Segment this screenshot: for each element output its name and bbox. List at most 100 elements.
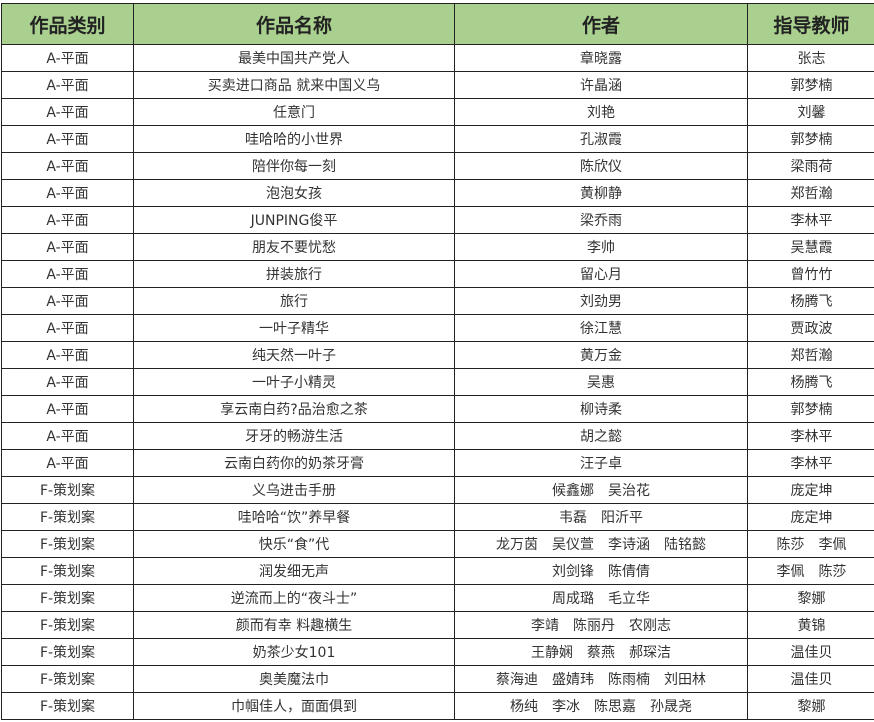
cell-title: 一叶子精华 <box>133 314 455 342</box>
cell-category: F-策划案 <box>1 584 134 612</box>
cell-advisor: 郭梦楠 <box>747 71 874 99</box>
table-row: A-平面 最美中国共产党人 章晓露 张志 <box>1 44 874 72</box>
cell-title: 旅行 <box>133 287 455 315</box>
table-row: A-平面 JUNPING俊平 梁乔雨 李林平 <box>1 206 874 234</box>
table-row: A-平面 泡泡女孩 黄柳静 郑哲瀚 <box>1 179 874 207</box>
cell-title: 快乐“食”代 <box>133 530 455 558</box>
cell-advisor: 李林平 <box>747 422 874 450</box>
cell-advisor: 黄锦 <box>747 611 874 639</box>
table-row: A-平面 牙牙的畅游生活 胡之懿 李林平 <box>1 422 874 450</box>
cell-advisor: 陈莎 李佩 <box>747 530 874 558</box>
cell-category: A-平面 <box>1 206 134 234</box>
table-row: A-平面 一叶子精华 徐江慧 贾政波 <box>1 314 874 342</box>
cell-category: A-平面 <box>1 152 134 180</box>
cell-advisor: 刘馨 <box>747 98 874 126</box>
cell-title: 一叶子小精灵 <box>133 368 455 396</box>
cell-title: 任意门 <box>133 98 455 126</box>
table-row: A-平面 拼装旅行 留心月 曾竹竹 <box>1 260 874 288</box>
cell-advisor: 曾竹竹 <box>747 260 874 288</box>
cell-category: A-平面 <box>1 422 134 450</box>
cell-author: 刘剑锋 陈倩倩 <box>454 557 748 585</box>
cell-title: 义乌进击手册 <box>133 476 455 504</box>
cell-title: 巾帼佳人，面面俱到 <box>133 692 455 720</box>
cell-category: F-策划案 <box>1 476 134 504</box>
cell-category: F-策划案 <box>1 692 134 720</box>
cell-category: F-策划案 <box>1 665 134 693</box>
cell-advisor: 温佳贝 <box>747 665 874 693</box>
cell-title: 纯天然一叶子 <box>133 341 455 369</box>
cell-category: A-平面 <box>1 98 134 126</box>
cell-advisor: 郭梦楠 <box>747 125 874 153</box>
cell-advisor: 李佩 陈莎 <box>747 557 874 585</box>
cell-category: A-平面 <box>1 260 134 288</box>
cell-category: F-策划案 <box>1 503 134 531</box>
cell-title: 颜而有幸 料趣横生 <box>133 611 455 639</box>
cell-author: 周成璐 毛立华 <box>454 584 748 612</box>
header-title: 作品名称 <box>133 3 455 45</box>
cell-category: A-平面 <box>1 341 134 369</box>
header-category: 作品类别 <box>1 3 134 45</box>
cell-author: 梁乔雨 <box>454 206 748 234</box>
table-row: A-平面 哇哈哈的小世界 孔淑霞 郭梦楠 <box>1 125 874 153</box>
header-row: 作品类别 作品名称 作者 指导教师 <box>1 3 874 45</box>
cell-advisor: 杨腾飞 <box>747 368 874 396</box>
cell-category: A-平面 <box>1 179 134 207</box>
cell-title: 买卖进口商品 就来中国义乌 <box>133 71 455 99</box>
cell-category: F-策划案 <box>1 611 134 639</box>
table-row: A-平面 一叶子小精灵 吴惠 杨腾飞 <box>1 368 874 396</box>
cell-author: 徐江慧 <box>454 314 748 342</box>
cell-author: 胡之懿 <box>454 422 748 450</box>
cell-advisor: 郑哲瀚 <box>747 179 874 207</box>
cell-author: 留心月 <box>454 260 748 288</box>
cell-advisor: 贾政波 <box>747 314 874 342</box>
cell-category: A-平面 <box>1 44 134 72</box>
cell-advisor: 李林平 <box>747 449 874 477</box>
cell-author: 章晓露 <box>454 44 748 72</box>
cell-author: 刘劲男 <box>454 287 748 315</box>
cell-advisor: 吴慧霞 <box>747 233 874 261</box>
table-row: F-策划案 奶茶少女101 王静娴 蔡燕 郝琛洁 温佳贝 <box>1 638 874 666</box>
cell-title: 奶茶少女101 <box>133 638 455 666</box>
table-row: F-策划案 快乐“食”代 龙万茵 吴仪萱 李诗涵 陆铭懿 陈莎 李佩 <box>1 530 874 558</box>
table-row: F-策划案 哇哈哈“饮”养早餐 韦磊 阳沂平 庞定坤 <box>1 503 874 531</box>
cell-author: 候鑫娜 吴治花 <box>454 476 748 504</box>
header-advisor: 指导教师 <box>747 3 874 45</box>
cell-category: A-平面 <box>1 287 134 315</box>
cell-title: JUNPING俊平 <box>133 206 455 234</box>
cell-category: A-平面 <box>1 125 134 153</box>
table-row: F-策划案 逆流而上的“夜斗士” 周成璐 毛立华 黎娜 <box>1 584 874 612</box>
cell-category: A-平面 <box>1 71 134 99</box>
cell-category: A-平面 <box>1 449 134 477</box>
cell-advisor: 杨腾飞 <box>747 287 874 315</box>
table-row: A-平面 任意门 刘艳 刘馨 <box>1 98 874 126</box>
table-row: F-策划案 义乌进击手册 候鑫娜 吴治花 庞定坤 <box>1 476 874 504</box>
cell-author: 柳诗柔 <box>454 395 748 423</box>
cell-title: 逆流而上的“夜斗士” <box>133 584 455 612</box>
table-row: A-平面 朋友不要忧愁 李帅 吴慧霞 <box>1 233 874 261</box>
table-row: A-平面 旅行 刘劲男 杨腾飞 <box>1 287 874 315</box>
cell-author: 许晶涵 <box>454 71 748 99</box>
cell-category: A-平面 <box>1 395 134 423</box>
cell-advisor: 李林平 <box>747 206 874 234</box>
table-row: A-平面 陪伴你每一刻 陈欣仪 梁雨荷 <box>1 152 874 180</box>
cell-title: 泡泡女孩 <box>133 179 455 207</box>
cell-author: 陈欣仪 <box>454 152 748 180</box>
cell-category: F-策划案 <box>1 557 134 585</box>
table-row: F-策划案 奥美魔法巾 蔡海迪 盛婧玮 陈雨楠 刘田林 温佳贝 <box>1 665 874 693</box>
works-table: 作品类别 作品名称 作者 指导教师 A-平面 最美中国共产党人 章晓露 张志 A-平面买… <box>1 3 874 720</box>
table-row: F-策划案 润发细无声 刘剑锋 陈倩倩 李佩 陈莎 <box>1 557 874 585</box>
cell-title: 最美中国共产党人 <box>133 44 455 72</box>
cell-author: 吴惠 <box>454 368 748 396</box>
cell-author: 蔡海迪 盛婧玮 陈雨楠 刘田林 <box>454 665 748 693</box>
cell-title: 润发细无声 <box>133 557 455 585</box>
cell-advisor: 郭梦楠 <box>747 395 874 423</box>
cell-advisor: 张志 <box>747 44 874 72</box>
cell-category: A-平面 <box>1 233 134 261</box>
cell-author: 李帅 <box>454 233 748 261</box>
cell-advisor: 梁雨荷 <box>747 152 874 180</box>
cell-title: 哇哈哈“饮”养早餐 <box>133 503 455 531</box>
table-row: F-策划案 颜而有幸 料趣横生 李靖 陈丽丹 农刚志 黄锦 <box>1 611 874 639</box>
header-author: 作者 <box>454 3 748 45</box>
table-row: A-平面 云南白药你的奶茶牙膏 汪子卓 李林平 <box>1 449 874 477</box>
cell-category: F-策划案 <box>1 530 134 558</box>
